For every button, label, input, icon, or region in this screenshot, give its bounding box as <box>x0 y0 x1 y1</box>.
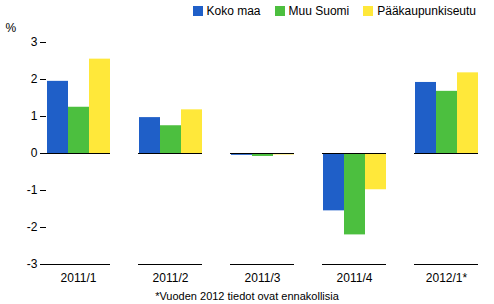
svg-text:%: % <box>6 21 17 35</box>
svg-text:2011/3: 2011/3 <box>245 271 281 285</box>
svg-text:1: 1 <box>31 109 38 123</box>
svg-text:0: 0 <box>31 146 38 160</box>
html-text:*Vuoden 2012 tiedot ovat ennak: *Vuoden 2012 tiedot ovat ennakollisia <box>155 290 339 302</box>
svg-text:-3: -3 <box>27 257 38 271</box>
svg-text:2011/1: 2011/1 <box>61 271 97 285</box>
html-text:Koko maa: Koko maa <box>206 4 261 18</box>
svg-text:2011/2: 2011/2 <box>153 271 189 285</box>
svg-text:3: 3 <box>31 35 38 49</box>
svg-text:2012/1*: 2012/1* <box>426 271 468 285</box>
svg-text:2: 2 <box>31 72 38 86</box>
svg-text:-1: -1 <box>27 183 38 197</box>
html-text:Pääkaupunkiseutu: Pääkaupunkiseutu <box>377 4 476 18</box>
svg-text:2011/4: 2011/4 <box>337 271 373 285</box>
html-text:Muu Suomi: Muu Suomi <box>288 4 350 18</box>
svg-text:-2: -2 <box>27 220 38 234</box>
